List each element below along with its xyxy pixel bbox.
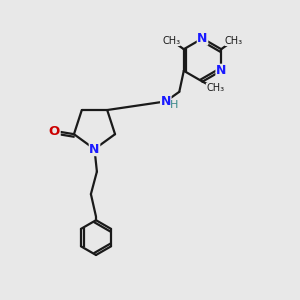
Text: N: N xyxy=(197,32,208,45)
Text: CH₃: CH₃ xyxy=(225,36,243,46)
Text: N: N xyxy=(160,95,171,108)
Text: O: O xyxy=(49,125,60,138)
Text: H: H xyxy=(170,100,178,110)
Text: CH₃: CH₃ xyxy=(162,36,180,46)
Text: CH₃: CH₃ xyxy=(206,83,224,93)
Text: N: N xyxy=(216,64,226,77)
Text: N: N xyxy=(89,142,100,156)
